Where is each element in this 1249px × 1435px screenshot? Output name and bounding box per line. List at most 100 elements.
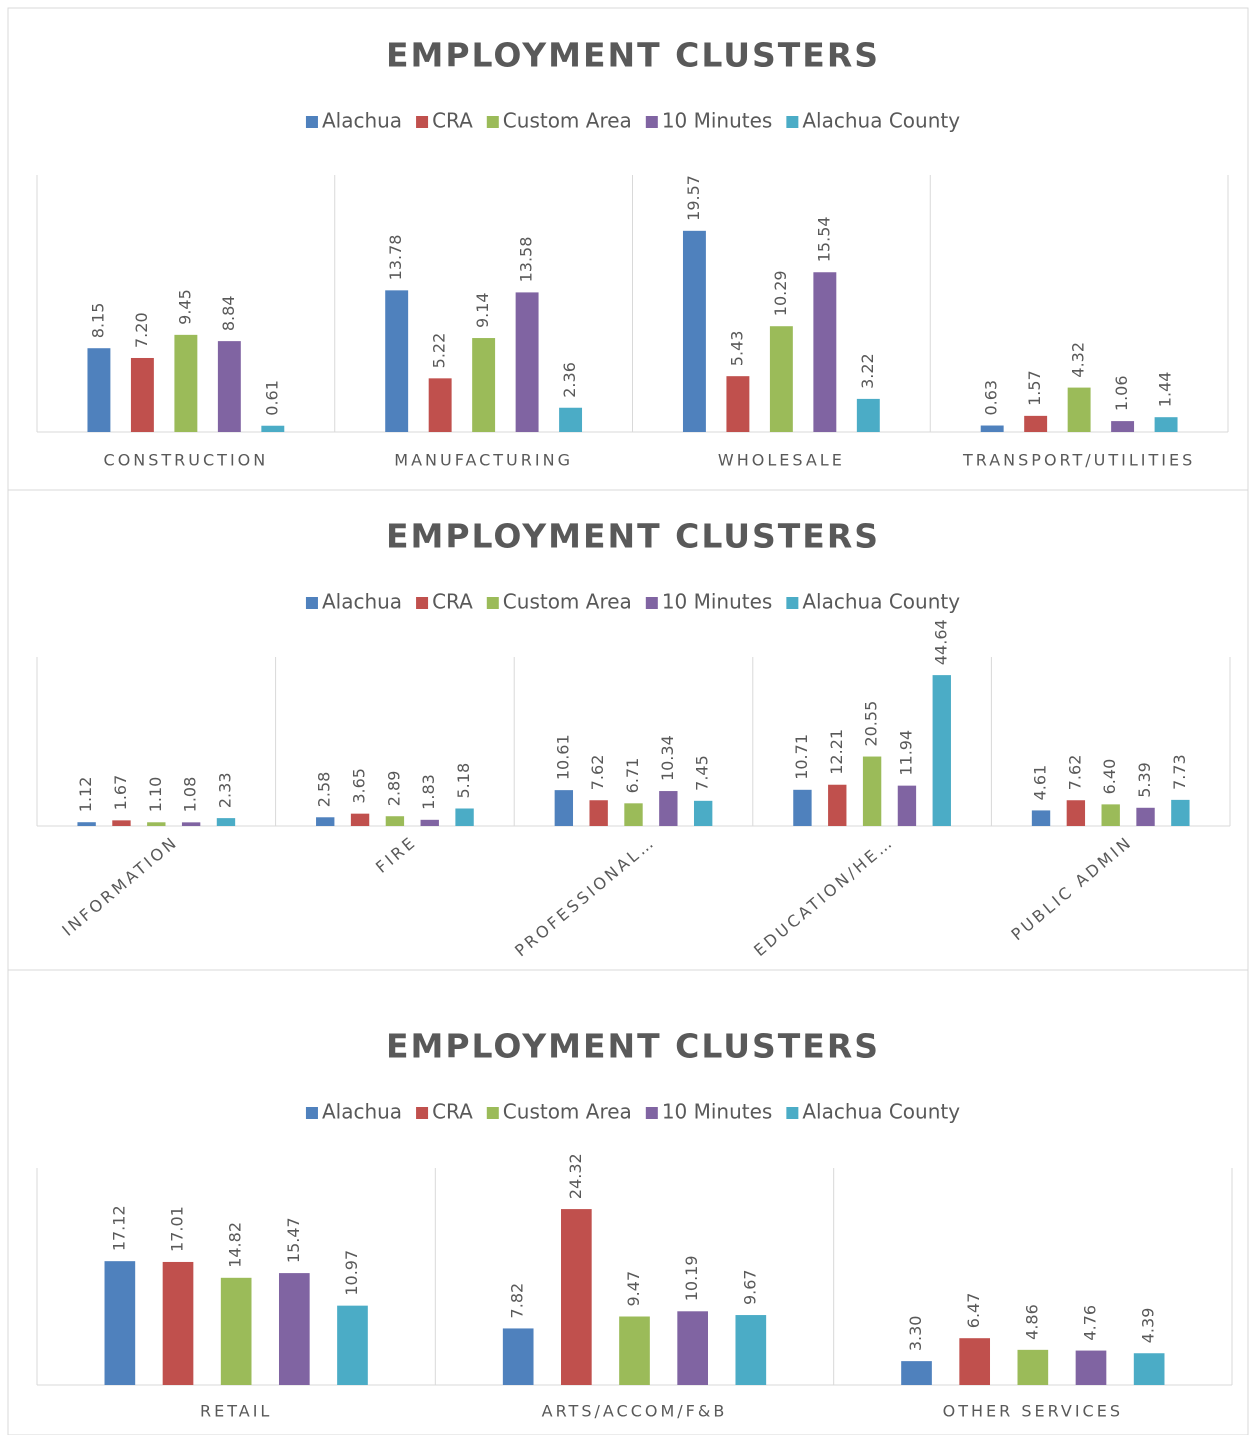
bar — [828, 784, 847, 826]
legend-label: 10 Minutes — [662, 1100, 773, 1124]
data-label: 10.29 — [771, 270, 790, 316]
data-label: 8.84 — [219, 295, 238, 331]
data-label: 9.47 — [624, 1271, 643, 1307]
bar — [735, 1315, 767, 1385]
bar — [428, 378, 452, 432]
bar — [181, 822, 201, 826]
data-label: 5.43 — [727, 331, 746, 367]
data-label: 7.62 — [1065, 755, 1084, 791]
bar — [130, 357, 154, 432]
x-tick-label: TRANSPORT/UTILITIES — [962, 451, 1195, 470]
x-tick-label: PUBLIC ADMIN — [1008, 832, 1137, 944]
panel-border — [7, 969, 1249, 1435]
data-label: 13.78 — [386, 235, 405, 281]
bar — [897, 785, 917, 826]
data-label: 7.73 — [1170, 754, 1189, 790]
data-label: 10.97 — [342, 1250, 361, 1296]
legend-swatch — [416, 597, 429, 609]
data-label: 4.61 — [1031, 765, 1050, 801]
bar — [420, 819, 439, 826]
legend-label: Alachua County — [802, 1100, 960, 1124]
data-label: 4.76 — [1080, 1305, 1099, 1341]
x-tick-label: OTHER SERVICES — [943, 1402, 1123, 1421]
bar — [932, 675, 951, 826]
legend-swatch — [416, 116, 429, 128]
x-tick-label: PROFESSIONAL… — [511, 832, 659, 960]
bar — [793, 789, 812, 826]
bar — [316, 817, 335, 826]
legend-swatch — [486, 116, 499, 128]
data-label: 12.21 — [827, 729, 846, 775]
bar — [980, 425, 1004, 432]
data-label: 24.32 — [566, 1153, 585, 1199]
legend-label: CRA — [432, 590, 473, 614]
data-label: 5.39 — [1135, 762, 1154, 798]
data-label: 9.67 — [740, 1269, 759, 1305]
legend-label: Alachua County — [802, 109, 960, 133]
chart-title: EMPLOYMENT CLUSTERS — [386, 517, 880, 556]
legend-swatch — [645, 116, 658, 128]
bar — [619, 1316, 650, 1385]
data-label: 2.58 — [315, 772, 334, 808]
data-label: 0.61 — [262, 380, 281, 416]
bar — [472, 338, 496, 432]
bar — [1075, 1350, 1107, 1385]
bar — [337, 1305, 368, 1385]
chart-title: EMPLOYMENT CLUSTERS — [386, 1027, 880, 1066]
bar — [1133, 1353, 1165, 1385]
bar — [856, 398, 880, 432]
bar — [1031, 810, 1051, 826]
data-label: 1.06 — [1112, 375, 1131, 411]
bar — [350, 813, 370, 826]
legend-label: Custom Area — [503, 590, 632, 614]
bar — [385, 290, 409, 432]
bar — [1024, 415, 1048, 432]
x-tick-label: EDUCATION/HE… — [750, 832, 898, 960]
data-label: 1.57 — [1025, 370, 1044, 406]
bar — [959, 1338, 991, 1385]
x-tick-label: ARTS/ACCOM/F&B — [542, 1402, 728, 1421]
data-label: 15.54 — [814, 216, 833, 262]
legend-swatch — [486, 597, 499, 609]
bar — [1017, 1349, 1049, 1385]
bar — [1154, 417, 1178, 432]
bar — [813, 272, 837, 432]
data-label: 4.86 — [1022, 1304, 1041, 1340]
bar — [554, 790, 574, 826]
data-label: 10.34 — [658, 735, 677, 781]
data-label: 1.12 — [76, 777, 95, 813]
bar — [561, 1209, 592, 1385]
data-label: 1.67 — [111, 775, 130, 811]
data-label: 13.58 — [517, 237, 536, 283]
data-label: 1.10 — [146, 777, 165, 813]
legend-label: Alachua — [322, 590, 402, 614]
data-label: 7.45 — [693, 755, 712, 791]
bar — [112, 820, 131, 826]
data-label: 3.65 — [350, 768, 369, 804]
bar — [1171, 799, 1190, 826]
x-tick-label: FIRE — [372, 832, 420, 877]
data-label: 5.22 — [430, 333, 449, 369]
data-label: 7.82 — [508, 1283, 527, 1319]
bar — [901, 1361, 932, 1385]
legend-label: CRA — [432, 1100, 473, 1124]
bar — [659, 791, 678, 826]
data-label: 2.33 — [215, 772, 234, 808]
legend: Alachua CRA Custom Area 10 Minutes Alachua C… — [305, 109, 960, 133]
data-label: 20.55 — [862, 701, 881, 747]
data-label: 1.08 — [181, 777, 200, 813]
data-label: 19.57 — [684, 175, 703, 221]
data-label: 11.94 — [896, 730, 915, 776]
bar — [1136, 807, 1155, 826]
chart-title: EMPLOYMENT CLUSTERS — [386, 36, 880, 75]
legend: Alachua CRA Custom Area 10 Minutes Alachua C… — [305, 590, 960, 614]
x-tick-label: MANUFACTURING — [394, 451, 573, 470]
legend-swatch — [305, 597, 318, 609]
legend-label: Alachua — [322, 1100, 402, 1124]
data-label: 7.62 — [588, 755, 607, 791]
data-label: 14.82 — [226, 1222, 245, 1268]
bar — [502, 1328, 534, 1385]
bar — [726, 376, 750, 432]
bar — [769, 326, 793, 432]
